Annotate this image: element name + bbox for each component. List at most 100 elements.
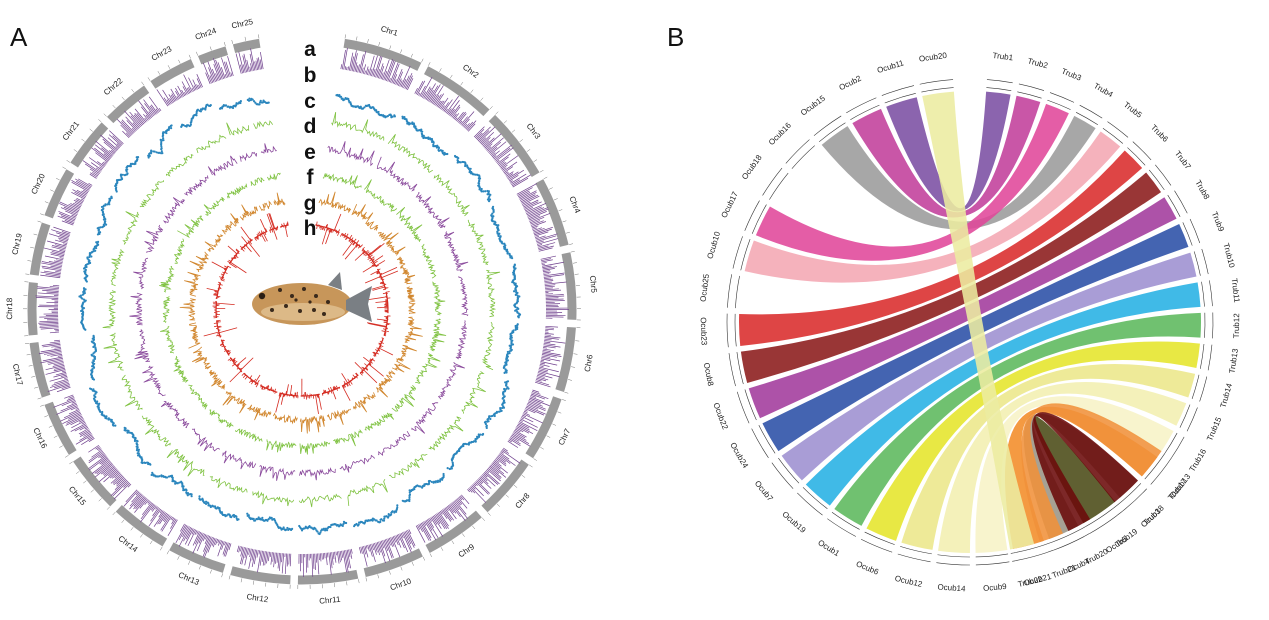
density-bar bbox=[176, 96, 179, 100]
density-bar bbox=[95, 140, 114, 156]
ocub-chromosome-label: Ocub4 bbox=[1066, 556, 1092, 574]
chromosome-tick bbox=[34, 386, 39, 389]
density-bar bbox=[372, 543, 377, 555]
density-bar bbox=[88, 182, 93, 186]
gc-point bbox=[254, 101, 257, 104]
density-bar bbox=[368, 55, 375, 76]
density-bar bbox=[421, 91, 427, 98]
chromosome-tick bbox=[98, 119, 102, 123]
density-bar bbox=[536, 374, 545, 378]
repeat-spike bbox=[265, 386, 268, 389]
density-bar bbox=[537, 242, 556, 248]
density-bar bbox=[496, 160, 500, 163]
gc-point bbox=[168, 126, 171, 129]
ocub-chromosome-label: Ocub1 bbox=[816, 538, 841, 558]
chromosome-label: Chr4 bbox=[567, 195, 582, 215]
chromosome-tick bbox=[210, 569, 212, 574]
density-bar bbox=[543, 274, 565, 278]
karyotype-segment bbox=[1017, 83, 1045, 99]
density-bar bbox=[184, 91, 187, 96]
density-bar bbox=[467, 123, 476, 132]
density-bar bbox=[88, 444, 100, 453]
repeat-spike bbox=[280, 393, 282, 398]
density-bar bbox=[71, 179, 90, 191]
gc-point bbox=[136, 158, 139, 161]
chromosome-tick bbox=[558, 209, 563, 212]
repeat-spike bbox=[382, 292, 387, 295]
karyotype-outline bbox=[797, 492, 823, 516]
density-bar bbox=[512, 433, 530, 444]
density-bar bbox=[454, 499, 467, 515]
chromosome-tick bbox=[573, 353, 578, 355]
density-bar bbox=[516, 424, 534, 434]
chromosome-label: Chr1 bbox=[380, 24, 400, 38]
repeat-spike bbox=[253, 378, 257, 382]
feature-line-track bbox=[166, 449, 205, 477]
chromosome-tick bbox=[574, 273, 579, 275]
density-bar bbox=[188, 87, 192, 93]
density-bar bbox=[150, 504, 156, 511]
density-bar bbox=[429, 517, 433, 522]
density-bar bbox=[171, 517, 175, 521]
repeat-spike bbox=[316, 225, 318, 230]
chromosome-tick bbox=[103, 113, 107, 117]
repeat-spike bbox=[379, 346, 382, 348]
chromosome-label: Chr10 bbox=[389, 576, 413, 592]
repeat-spike bbox=[372, 286, 385, 291]
density-bar bbox=[53, 226, 71, 234]
density-bar bbox=[537, 244, 543, 247]
karyotype-outline bbox=[778, 457, 800, 484]
gc-point bbox=[505, 357, 508, 361]
density-bar bbox=[545, 287, 553, 289]
density-bar bbox=[37, 286, 59, 290]
density-bar bbox=[489, 146, 498, 154]
repeat-spike bbox=[342, 385, 345, 389]
density-bar bbox=[327, 552, 329, 558]
density-bar bbox=[380, 72, 384, 80]
repeat-spike bbox=[380, 278, 383, 280]
gc-point bbox=[459, 161, 462, 164]
density-bar bbox=[194, 530, 198, 535]
feature-line-track bbox=[184, 271, 201, 297]
chromosome-tick bbox=[131, 88, 135, 93]
repeat-spike bbox=[214, 290, 219, 293]
gc-point bbox=[487, 200, 491, 203]
density-bar bbox=[215, 59, 223, 80]
repeat-spike bbox=[224, 350, 227, 352]
gc-point bbox=[502, 366, 505, 369]
repeat-spike bbox=[379, 275, 381, 277]
ocub-chromosome-label: Ocub17 bbox=[720, 190, 741, 220]
density-bar bbox=[405, 530, 415, 548]
gc-point bbox=[510, 342, 513, 345]
density-bar bbox=[343, 47, 348, 70]
feature-line-track bbox=[121, 374, 143, 411]
repeat-spike bbox=[325, 228, 332, 245]
trub-chromosome-label: Trub7 bbox=[1173, 149, 1193, 171]
repeat-spike bbox=[321, 393, 324, 396]
repeat-spike bbox=[368, 296, 388, 301]
ocub-chromosome-label: Ocub13 bbox=[1168, 472, 1193, 500]
karyotype-segment bbox=[1201, 280, 1213, 307]
density-bar bbox=[509, 180, 513, 183]
gc-point bbox=[258, 518, 261, 521]
density-bar bbox=[230, 72, 233, 77]
density-bar bbox=[273, 552, 276, 568]
repeat-spike bbox=[280, 393, 284, 405]
density-bar bbox=[122, 130, 130, 139]
density-bar bbox=[416, 80, 426, 96]
density-bar bbox=[71, 181, 89, 192]
repeat-spike bbox=[355, 373, 358, 376]
repeat-spike bbox=[363, 252, 367, 256]
density-bar bbox=[81, 190, 88, 195]
repeat-spike bbox=[355, 244, 359, 248]
feature-line-track bbox=[207, 155, 238, 176]
repeat-spike bbox=[233, 257, 235, 260]
chromosome-band bbox=[555, 326, 576, 392]
gc-point bbox=[431, 139, 434, 142]
repeat-spike bbox=[344, 235, 347, 238]
feature-line-track bbox=[272, 412, 298, 425]
density-bar bbox=[241, 547, 247, 565]
ocub-chromosome-label: Ocub23 bbox=[699, 317, 709, 346]
synteny-ribbon bbox=[821, 115, 1096, 230]
gc-point bbox=[169, 127, 173, 130]
